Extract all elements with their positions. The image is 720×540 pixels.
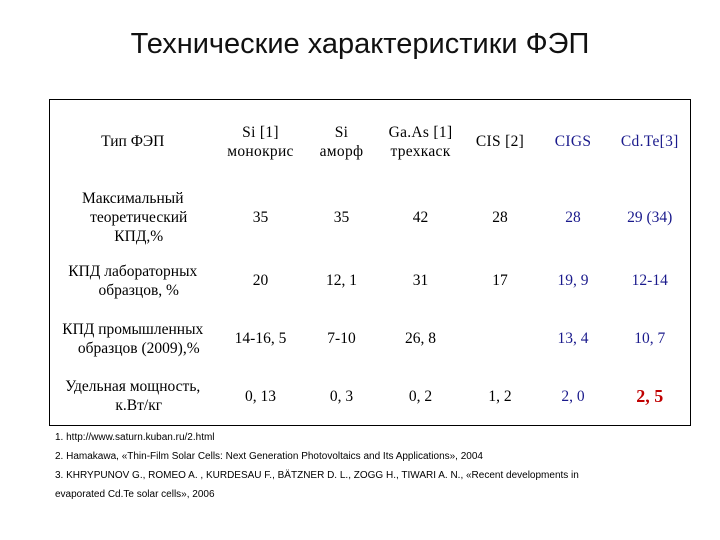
table-cell: 28 [565,209,581,226]
column-header-line1: Cd.Te[3] [620,133,679,151]
row-label-line: Максимальный [81,190,184,207]
row-label-line: образцов, % [98,281,179,299]
column-header-line1: CIS [2] [475,133,525,151]
table-cell: 31 [412,272,429,289]
table-cell: 12, 1 [326,272,357,289]
column-header-line2: монокрис [227,142,294,160]
table-cell: 35 [333,209,350,226]
row-label: Максимальный теоретический КПД,% [50,184,216,252]
column-header-cis: CIS [2] [464,100,537,184]
table-cell: 7-10 [327,330,356,347]
table-cell [464,310,537,368]
row-label-line: Удельная мощность, [65,378,201,396]
table-cell: 14-16, 5 [234,330,287,347]
column-header-line1: CIGS [554,133,592,151]
table-cell: 2, 0 [561,387,585,405]
table-cell-highlight: 2, 5 [636,385,664,406]
row-label: КПД лабораторных образцов, % [50,252,216,310]
table-cell: 1, 2 [488,387,512,405]
header-corner-label: Тип ФЭП [101,133,165,151]
table-cell: 35 [252,209,269,226]
column-header-line2: трехкаск [390,142,451,160]
footnote: 3. KHRYPUNOV G., ROMEO A. , KURDESAU F.,… [55,470,579,481]
column-header-cigs: CIGS [537,100,610,184]
table-cell: 26, 8 [405,330,436,347]
column-header-line1: Ga.As [1] [388,123,453,141]
row-label-line: к.Вт/кг [115,397,163,415]
table-cell: 20 [252,272,269,289]
table-cell: 0, 13 [245,387,276,405]
table-row-specific-power: Удельная мощность, к.Вт/кг 0, 13 0, 3 0,… [50,368,691,426]
table-row-industrial-efficiency: КПД промышленных образцов (2009),% 14-16… [50,310,691,368]
header-corner: Тип ФЭП [50,100,216,184]
row-label-line: образцов (2009),% [77,339,200,357]
row-label-line: КПД лабораторных [68,262,198,280]
column-header-line1: Si [1] [242,123,279,141]
column-header-line1: Si [334,123,349,141]
footnote: 1. http://www.saturn.kuban.ru/2.html [55,432,215,443]
footnote: evaporated Cd.Te solar cells», 2006 [55,489,215,500]
column-header-si-amorph: Si аморф [306,100,378,184]
footnote: 2. Hamakawa, «Thin-Film Solar Cells: Nex… [55,451,483,462]
row-label-line: КПД,% [114,228,164,245]
table-cell: 0, 2 [408,387,433,405]
table-row-max-efficiency: Максимальный теоретический КПД,% 35 35 4… [50,184,691,252]
row-label: КПД промышленных образцов (2009),% [50,310,216,368]
table-cell: 29 (34) [627,209,673,226]
column-header-line2: аморф [319,142,364,160]
table-row-lab-efficiency: КПД лабораторных образцов, % 20 12, 1 31… [50,252,691,310]
table-cell: 13, 4 [557,330,589,347]
slide-title: Технические характеристики ФЭП [130,28,590,60]
column-header-cdte: Cd.Te[3] [610,100,691,184]
table-cell: 0, 3 [329,387,354,405]
table-header-row: Тип ФЭП Si [1] монокрис Si аморф Ga.As [… [50,100,691,184]
row-label-line: КПД промышленных [62,320,204,338]
column-header-gaas: Ga.As [1] трехкаск [378,100,464,184]
column-header-si-mono: Si [1] монокрис [216,100,306,184]
table-cell: 28 [492,209,508,226]
table-cell: 12-14 [631,272,668,289]
table-cell: 42 [412,209,429,226]
characteristics-table: Тип ФЭП Si [1] монокрис Si аморф Ga.As [… [49,99,691,426]
table-cell: 19, 9 [557,272,589,289]
row-label-line: теоретический [90,209,188,226]
table-cell: 17 [492,272,508,289]
row-label: Удельная мощность, к.Вт/кг [50,368,216,426]
table-cell: 10, 7 [634,330,666,347]
footnotes: 1. http://www.saturn.kuban.ru/2.html 2. … [55,428,695,504]
